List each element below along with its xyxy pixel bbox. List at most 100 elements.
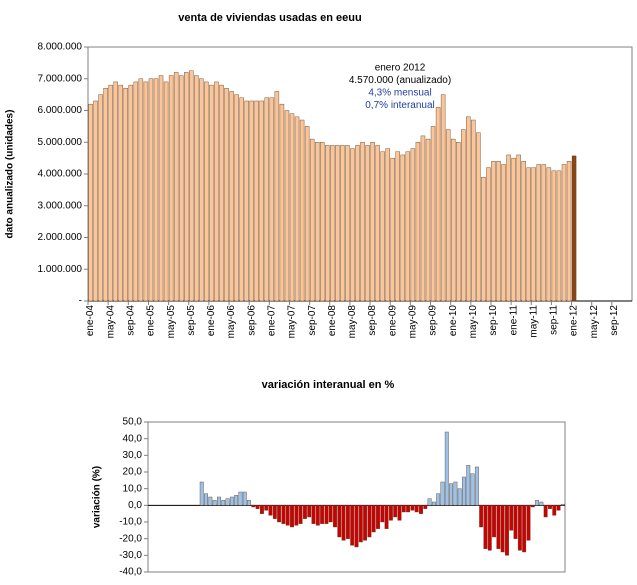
bar <box>556 505 561 511</box>
x-tick-label: sep-07 <box>307 305 318 336</box>
bar <box>255 505 260 509</box>
bar <box>259 100 264 302</box>
bar <box>324 505 329 524</box>
bar <box>360 142 365 302</box>
bar <box>133 81 139 302</box>
bar <box>530 505 535 508</box>
bar <box>536 164 542 302</box>
bar <box>302 505 307 519</box>
bar <box>199 78 204 302</box>
bar <box>388 505 393 521</box>
x-tick-label: ene-04 <box>85 305 96 337</box>
bar <box>486 167 491 302</box>
bar <box>371 505 376 533</box>
bar <box>337 505 342 538</box>
y-tick-label: 6.000.000 <box>38 105 83 116</box>
bar <box>414 505 419 513</box>
bar <box>400 154 406 302</box>
y-axis-label: variación (%) <box>92 466 103 528</box>
bar <box>260 505 264 514</box>
x-tick-label: ene-12 <box>569 305 580 337</box>
x-tick-label: sep-04 <box>125 305 136 336</box>
bar <box>299 119 305 302</box>
bar <box>333 505 337 528</box>
bar <box>123 88 128 302</box>
bar <box>375 145 380 302</box>
bar <box>481 176 486 302</box>
chart-title: venta de viviendas usadas en eeuu <box>178 12 361 24</box>
bar <box>320 142 325 302</box>
chart-title: variación interanual en % <box>262 379 395 391</box>
x-tick-label: may-04 <box>105 305 116 339</box>
bar <box>410 505 415 511</box>
x-tick-label: ene-10 <box>448 305 459 337</box>
x-tick-label: ene-05 <box>146 305 157 337</box>
bar <box>516 154 521 302</box>
bar <box>521 161 526 302</box>
bar <box>492 505 496 538</box>
annotation: 4.570.000 (anualizado) <box>349 75 451 86</box>
bar <box>479 505 484 528</box>
bar <box>531 167 536 302</box>
bar <box>393 505 398 518</box>
x-tick-label: sep-08 <box>367 305 378 336</box>
annotation: 0,7% interanual <box>365 100 435 111</box>
annotation: enero 2012 <box>375 63 426 74</box>
bar <box>380 151 385 302</box>
bar <box>277 505 282 523</box>
bar <box>571 155 577 302</box>
bar <box>420 135 426 302</box>
bar <box>264 97 270 302</box>
bar <box>290 505 294 528</box>
bar <box>419 505 423 514</box>
bar <box>548 505 552 509</box>
bar <box>143 81 149 302</box>
bar <box>435 107 441 302</box>
bar <box>543 505 548 518</box>
bar <box>397 505 402 521</box>
bar <box>491 161 496 302</box>
bar <box>229 91 234 302</box>
bar <box>315 505 320 526</box>
bar <box>496 505 501 549</box>
bar <box>148 78 154 302</box>
bar <box>444 431 449 506</box>
x-tick-label: may-07 <box>287 305 298 339</box>
y-tick-label: -10,0 <box>119 517 142 528</box>
x-tick-label: may-09 <box>408 305 419 339</box>
bar <box>405 151 411 302</box>
x-tick-label: sep-06 <box>246 305 257 336</box>
bar <box>254 100 259 302</box>
bar <box>367 505 372 538</box>
bar <box>449 483 453 506</box>
bar <box>365 145 370 302</box>
x-tick-label: ene-09 <box>387 305 398 337</box>
bar <box>522 505 527 553</box>
bar <box>474 466 479 506</box>
bar <box>406 505 411 513</box>
bar <box>445 129 451 302</box>
bar <box>526 167 531 302</box>
bar <box>279 103 285 302</box>
bar <box>242 491 247 506</box>
bar <box>163 81 169 302</box>
bar <box>294 505 299 526</box>
y-tick-label: 3.000.000 <box>38 200 83 211</box>
y-tick-label: 20,0 <box>123 467 143 478</box>
bar <box>560 503 565 506</box>
bar <box>249 100 254 302</box>
x-tick-label: may-05 <box>166 305 177 339</box>
bar <box>264 505 269 511</box>
bar <box>483 505 488 549</box>
bar <box>219 84 224 302</box>
y-tick-label: 0,0 <box>128 500 142 511</box>
y-tick-label: 7.000.000 <box>38 73 83 84</box>
bar <box>314 142 320 302</box>
bar <box>566 161 572 302</box>
bar <box>178 75 184 302</box>
y-tick-label: -30,0 <box>119 550 142 561</box>
x-tick-label: ene-06 <box>206 305 217 337</box>
bar <box>269 97 275 302</box>
bar <box>234 495 239 506</box>
